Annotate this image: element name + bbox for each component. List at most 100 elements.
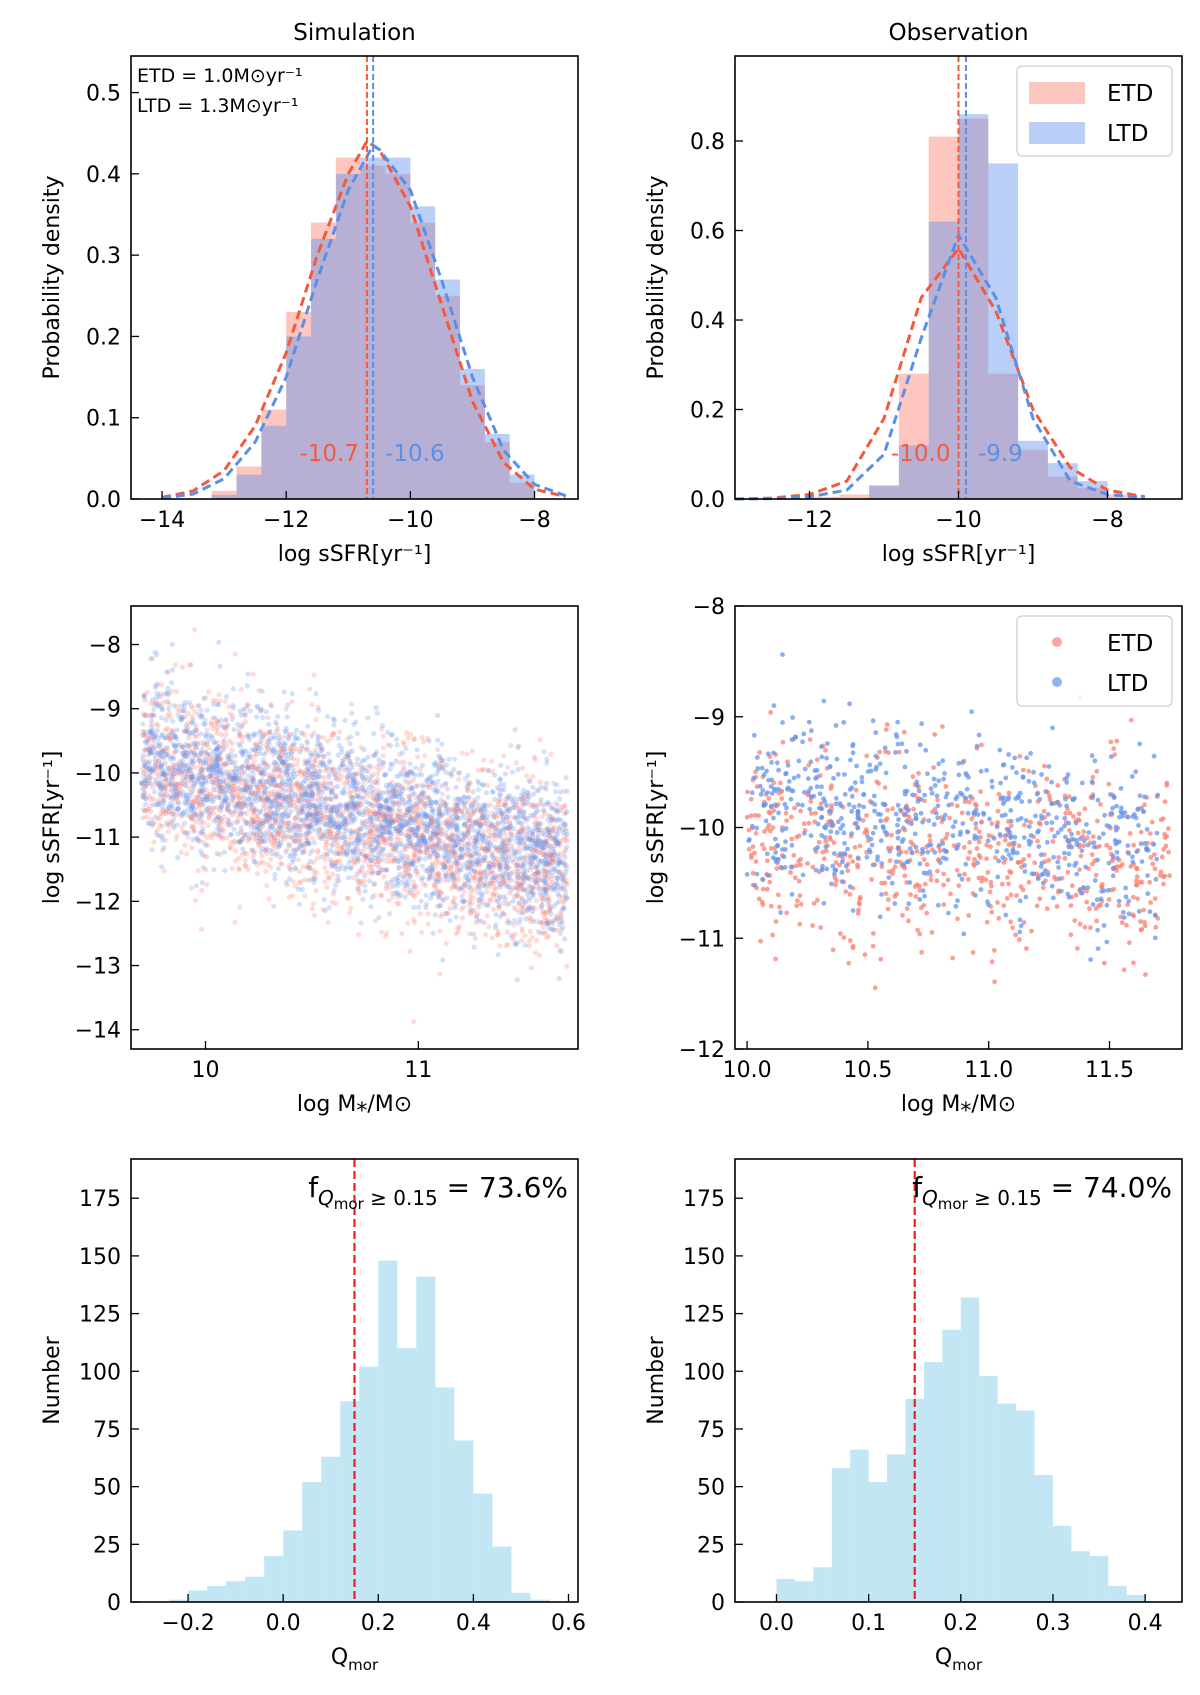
- scatter-point: [276, 765, 282, 771]
- scatter-point: [299, 769, 305, 776]
- scatter-point: [252, 859, 258, 865]
- scatter-point: [521, 905, 527, 911]
- scatter-point: [333, 773, 339, 779]
- scatter-point: [348, 800, 354, 806]
- scatter-point: [422, 803, 428, 809]
- hist-bar-ltd: [385, 157, 411, 499]
- scatter-point: [481, 812, 487, 818]
- scatter-point: [387, 820, 393, 826]
- scatter-point: [147, 803, 154, 809]
- scatter-point: [199, 880, 205, 886]
- scatter-point: [347, 760, 353, 766]
- scatter-point: [431, 831, 437, 837]
- scatter-point: [242, 857, 248, 864]
- scatter-point: [184, 796, 190, 803]
- y-tick-label: 0.3: [86, 244, 121, 269]
- scatter-point: [326, 751, 332, 757]
- scatter-point: [371, 837, 377, 843]
- scatter-point: [495, 932, 501, 938]
- scatter-point: [408, 769, 414, 775]
- scatter-point: [301, 848, 308, 854]
- scatter-point: [193, 794, 199, 800]
- scatter-point: [481, 881, 487, 887]
- scatter-point: [477, 821, 483, 827]
- scatter-point: [440, 861, 446, 867]
- scatter-point: [185, 720, 191, 726]
- scatter-point: [491, 855, 497, 862]
- scatter-point: [455, 925, 461, 931]
- scatter-point: [244, 810, 250, 816]
- scatter-point: [411, 879, 417, 885]
- scatter-point: [381, 874, 387, 880]
- scatter-point: [432, 912, 438, 918]
- scatter-point: [458, 855, 464, 861]
- scatter-point: [399, 750, 406, 756]
- scatter-point: [449, 831, 455, 837]
- scatter-point: [159, 823, 165, 829]
- scatter-point: [456, 924, 463, 930]
- scatter-point: [377, 869, 383, 876]
- scatter-point: [353, 770, 359, 777]
- scatter-point: [209, 735, 216, 741]
- scatter-point: [562, 862, 568, 868]
- scatter-point: [405, 890, 411, 896]
- scatter-point: [182, 777, 188, 783]
- scatter-point: [463, 872, 469, 878]
- scatter-point: [342, 717, 348, 723]
- scatter-point: [358, 880, 364, 886]
- scatter-point: [368, 764, 374, 770]
- scatter-point: [283, 769, 289, 775]
- scatter-point: [140, 786, 146, 792]
- scatter-point: [381, 839, 387, 845]
- hist-bar-etd: [809, 496, 840, 499]
- scatter-point: [505, 882, 511, 888]
- scatter-point: [443, 847, 449, 853]
- scatter-point: [516, 806, 522, 813]
- scatter-point: [314, 753, 320, 760]
- scatter-point: [505, 764, 511, 771]
- scatter-point: [263, 749, 270, 755]
- scatter-point: [511, 893, 517, 900]
- scatter-point: [378, 892, 384, 898]
- scatter-point: [313, 888, 319, 894]
- scatter-point: [400, 739, 406, 745]
- scatter-point: [139, 780, 145, 786]
- chart-title: Observation: [888, 20, 1028, 46]
- scatter-point: [347, 910, 353, 916]
- scatter-point: [245, 838, 251, 844]
- scatter-point: [548, 751, 554, 758]
- scatter-point: [451, 837, 458, 844]
- scatter-point: [389, 800, 396, 806]
- scatter-point: [291, 747, 297, 754]
- scatter-point: [443, 801, 449, 807]
- scatter-point: [409, 830, 415, 836]
- scatter-point: [307, 829, 313, 836]
- scatter-point: [530, 802, 536, 808]
- scatter-point: [401, 785, 407, 791]
- scatter-point: [306, 864, 312, 870]
- scatter-point: [146, 793, 152, 799]
- scatter-point: [402, 773, 408, 779]
- scatter-point: [381, 817, 387, 823]
- scatter-point: [557, 873, 563, 879]
- scatter-point: [468, 823, 474, 829]
- scatter-point: [527, 856, 534, 862]
- scatter-point: [439, 831, 445, 837]
- scatter-point: [419, 734, 425, 741]
- sim-scatter-plot-area: [139, 627, 570, 1025]
- scatter-point: [242, 850, 248, 856]
- scatter-point: [208, 720, 214, 726]
- scatter-point: [487, 898, 493, 904]
- scatter-point: [467, 884, 473, 890]
- scatter-point: [394, 834, 400, 840]
- legend-swatch-ltd: [1029, 122, 1085, 144]
- scatter-point: [366, 864, 372, 871]
- scatter-point: [258, 797, 264, 803]
- scatter-point: [203, 793, 209, 800]
- scatter-point: [313, 811, 319, 817]
- scatter-point: [294, 804, 300, 811]
- scatter-point: [524, 773, 530, 779]
- scatter-point: [271, 798, 277, 804]
- scatter-point: [253, 751, 259, 757]
- scatter-point: [299, 817, 305, 824]
